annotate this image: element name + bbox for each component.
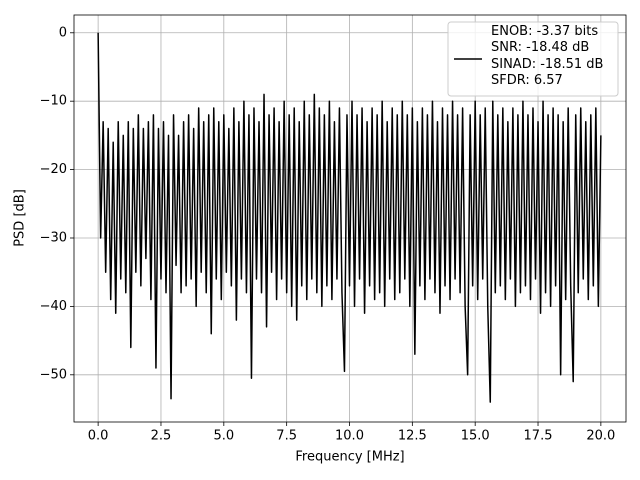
y-tick-label: −30	[40, 230, 67, 245]
y-tick-label: −20	[40, 162, 67, 177]
y-tick-label: −10	[40, 94, 67, 109]
x-tick-label: 0.0	[88, 429, 109, 444]
y-axis-label: PSD [dB]	[13, 189, 28, 247]
x-axis-label: Frequency [MHz]	[295, 450, 404, 465]
y-tick-label: 0	[59, 25, 67, 40]
x-tick-label: 5.0	[213, 429, 234, 444]
plot-frame	[73, 14, 627, 423]
x-tick-label: 10.0	[335, 429, 364, 444]
legend-box	[447, 21, 619, 97]
data-line	[97, 32, 602, 403]
x-tick-label: 20.0	[586, 429, 615, 444]
x-tick-label: 17.5	[524, 429, 553, 444]
x-tick-label: 12.5	[398, 429, 427, 444]
x-tick-label: 7.5	[276, 429, 297, 444]
y-tick-label: −40	[40, 299, 67, 314]
y-tick-label: −50	[40, 367, 67, 382]
x-tick-label: 15.0	[461, 429, 490, 444]
legend-label: ENOB: -3.37 bits SNR: -18.48 dB SINAD: -…	[491, 24, 604, 88]
x-tick-label: 2.5	[151, 429, 172, 444]
